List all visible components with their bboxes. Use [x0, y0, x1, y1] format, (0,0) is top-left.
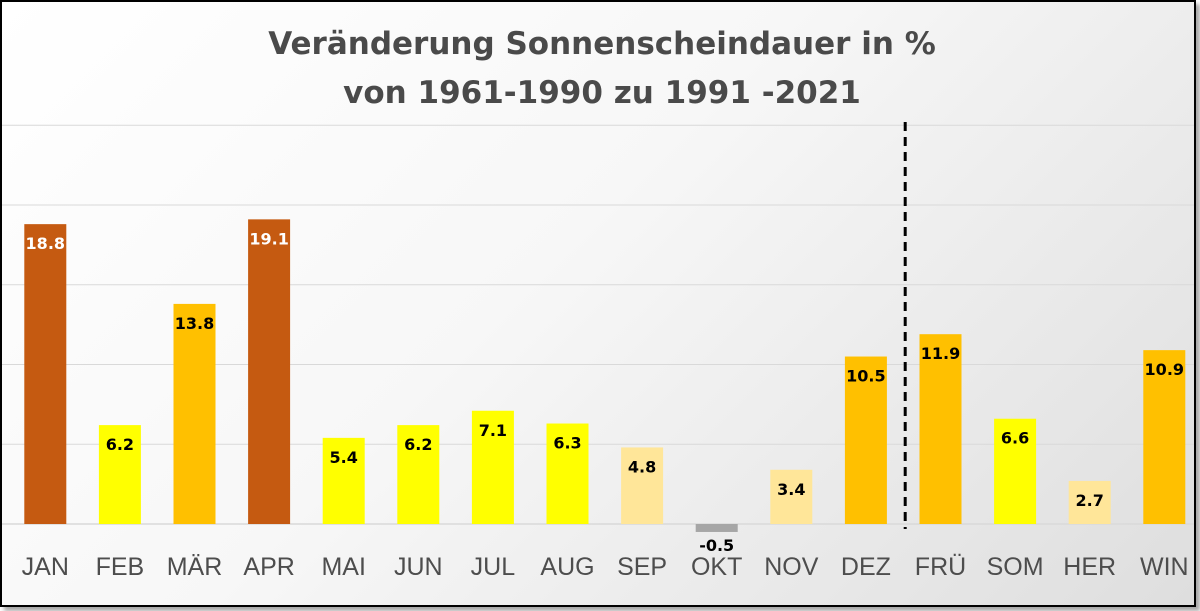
category-label-mai: MAI — [321, 553, 365, 581]
data-label-win: 10.9 — [1145, 360, 1184, 379]
bar-apr — [248, 219, 291, 525]
data-label-feb: 6.2 — [106, 435, 134, 454]
bar-jul — [471, 410, 514, 524]
data-label-aug: 6.3 — [553, 434, 581, 453]
data-label-nov: 3.4 — [777, 480, 805, 499]
category-label-aug: AUG — [540, 553, 594, 581]
category-label-mär: MÄR — [167, 553, 223, 581]
bar-okt — [695, 524, 738, 532]
category-label-okt: OKT — [691, 553, 742, 581]
category-label-feb: FEB — [96, 553, 145, 581]
bar-aug — [546, 423, 589, 524]
category-label-her: HER — [1063, 553, 1116, 581]
bar-her — [1068, 480, 1111, 524]
bars — [24, 219, 1186, 532]
data-label-frü: 11.9 — [921, 344, 960, 363]
bar-nov — [770, 469, 813, 524]
bar-win — [1143, 350, 1186, 524]
data-label-sep: 4.8 — [628, 457, 656, 476]
category-label-som: SOM — [987, 553, 1044, 581]
data-label-okt: -0.5 — [699, 536, 734, 555]
data-label-jan: 18.8 — [26, 234, 65, 253]
data-label-dez: 10.5 — [846, 367, 885, 386]
data-labels: 18.8 6.2 13.8 19.1 5.4 6.2 7.1 6.3 4.8 -0.5 3.4 10.… — [26, 229, 1184, 555]
chart-title-line-2: von 1961-1990 zu 1991 -2021 — [343, 75, 861, 111]
category-label-win: WIN — [1140, 553, 1189, 581]
category-label-jun: JUN — [394, 553, 443, 581]
category-label-frü: FRÜ — [915, 553, 966, 581]
bar-som — [994, 418, 1037, 524]
bar-mär — [173, 303, 216, 524]
category-label-sep: SEP — [617, 553, 667, 581]
category-label-apr: APR — [243, 553, 294, 581]
data-label-mai: 5.4 — [330, 448, 358, 467]
chart-title-line-1: Veränderung Sonnenscheindauer in % — [268, 26, 936, 62]
bar-dez — [844, 356, 887, 524]
data-label-her: 2.7 — [1076, 491, 1104, 510]
category-labels: JAN FEB MÄR APR MAI JUN JUL AUG SEP OKT NOV DEZ FRÜ S… — [22, 553, 1189, 581]
data-label-jul: 7.1 — [479, 421, 507, 440]
data-label-jun: 6.2 — [404, 435, 432, 454]
category-label-dez: DEZ — [841, 553, 891, 581]
bar-frü — [919, 334, 962, 524]
bar-feb — [98, 425, 141, 524]
bar-sep — [621, 447, 664, 524]
data-label-som: 6.6 — [1001, 429, 1029, 448]
category-label-jan: JAN — [22, 553, 69, 581]
data-label-mär: 13.8 — [175, 314, 214, 333]
data-label-apr: 19.1 — [249, 229, 288, 248]
category-label-jul: JUL — [471, 553, 516, 581]
bar-jan — [24, 224, 67, 524]
category-label-nov: NOV — [764, 553, 819, 581]
bar-mai — [322, 437, 365, 524]
bar-jun — [397, 425, 440, 524]
